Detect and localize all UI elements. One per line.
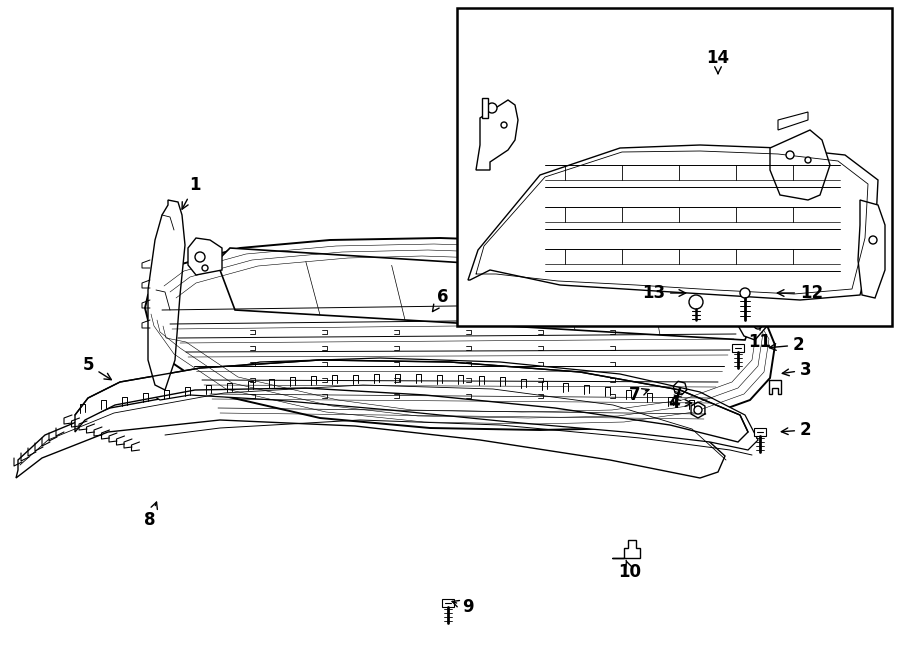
Circle shape — [740, 288, 750, 298]
Text: 8: 8 — [144, 502, 158, 529]
Circle shape — [487, 103, 497, 113]
Polygon shape — [754, 428, 766, 436]
Polygon shape — [16, 380, 725, 478]
Polygon shape — [736, 278, 772, 340]
Polygon shape — [145, 238, 775, 430]
Polygon shape — [858, 200, 885, 298]
Circle shape — [786, 151, 794, 159]
Circle shape — [689, 295, 703, 309]
Text: 10: 10 — [618, 561, 642, 581]
Text: 2: 2 — [781, 421, 812, 439]
Text: 7: 7 — [628, 386, 649, 404]
Text: 13: 13 — [642, 284, 686, 302]
Text: 11: 11 — [749, 328, 771, 351]
Polygon shape — [612, 540, 640, 558]
Text: 5: 5 — [82, 356, 112, 379]
Text: 12: 12 — [778, 284, 824, 302]
Circle shape — [202, 265, 208, 271]
Polygon shape — [152, 358, 758, 450]
Text: 14: 14 — [706, 49, 730, 73]
Circle shape — [754, 321, 762, 329]
Polygon shape — [75, 360, 748, 442]
Polygon shape — [778, 112, 808, 130]
Circle shape — [694, 406, 702, 414]
Polygon shape — [188, 238, 222, 275]
Circle shape — [805, 157, 811, 163]
Circle shape — [749, 305, 759, 315]
Polygon shape — [482, 98, 488, 118]
Circle shape — [501, 122, 507, 128]
Circle shape — [195, 252, 205, 262]
Text: 4: 4 — [669, 394, 692, 412]
Polygon shape — [220, 248, 760, 340]
Polygon shape — [732, 344, 744, 352]
Bar — [457, 8, 892, 326]
Text: 6: 6 — [432, 288, 449, 311]
Polygon shape — [769, 380, 781, 394]
Polygon shape — [770, 130, 830, 200]
Polygon shape — [468, 145, 878, 300]
Text: 3: 3 — [782, 361, 812, 379]
Text: 9: 9 — [452, 598, 473, 616]
Circle shape — [869, 236, 877, 244]
Polygon shape — [148, 200, 185, 390]
Text: 2: 2 — [770, 336, 805, 354]
Text: 1: 1 — [182, 176, 201, 209]
Polygon shape — [442, 599, 454, 607]
Polygon shape — [476, 100, 518, 170]
